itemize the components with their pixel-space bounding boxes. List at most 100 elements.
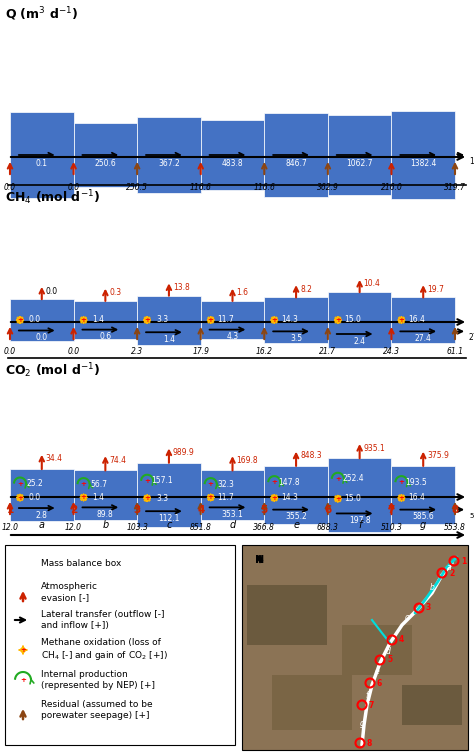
Text: +: + bbox=[335, 317, 341, 323]
Text: 0.0: 0.0 bbox=[67, 347, 80, 356]
Text: a: a bbox=[447, 562, 451, 572]
Text: +: + bbox=[81, 481, 87, 487]
Text: +: + bbox=[81, 495, 87, 501]
Text: +: + bbox=[208, 317, 214, 323]
Text: +: + bbox=[208, 495, 214, 501]
Bar bbox=[392, 465, 455, 524]
Text: 355.2: 355.2 bbox=[285, 512, 307, 521]
Bar bbox=[201, 120, 264, 190]
Text: 0.0: 0.0 bbox=[67, 183, 80, 192]
Text: +: + bbox=[208, 481, 214, 487]
Text: 21.7: 21.7 bbox=[319, 347, 337, 356]
Text: 1: 1 bbox=[6, 505, 14, 515]
Bar bbox=[201, 470, 264, 520]
Text: CH$_4$ (mol d$^{-1}$): CH$_4$ (mol d$^{-1}$) bbox=[5, 188, 100, 207]
Text: 25.2: 25.2 bbox=[27, 479, 44, 488]
Text: 1.4: 1.4 bbox=[92, 316, 105, 325]
Text: 585.6: 585.6 bbox=[469, 513, 474, 519]
Bar bbox=[328, 458, 392, 532]
Text: +: + bbox=[20, 647, 26, 653]
Text: 12.0: 12.0 bbox=[65, 523, 82, 532]
Text: 197.8: 197.8 bbox=[349, 516, 371, 525]
Text: b: b bbox=[429, 584, 435, 593]
Text: 112.1: 112.1 bbox=[158, 514, 180, 523]
Bar bbox=[73, 301, 137, 339]
Text: b: b bbox=[102, 520, 109, 530]
Text: Mass balance box: Mass balance box bbox=[41, 559, 121, 568]
Text: 103.3: 103.3 bbox=[126, 523, 148, 532]
Text: 13.8: 13.8 bbox=[173, 283, 190, 292]
Text: 17.9: 17.9 bbox=[192, 347, 209, 356]
Text: 14.3: 14.3 bbox=[281, 493, 298, 502]
Text: 169.8: 169.8 bbox=[237, 456, 258, 465]
Text: 3.5: 3.5 bbox=[290, 334, 302, 343]
Bar bbox=[10, 299, 73, 341]
Bar bbox=[264, 113, 328, 197]
Text: Lateral transfer (outflow [-]
and inflow [+]): Lateral transfer (outflow [-] and inflow… bbox=[41, 611, 164, 629]
Text: d: d bbox=[385, 647, 391, 656]
Text: +: + bbox=[399, 479, 404, 485]
Text: 1.4: 1.4 bbox=[92, 493, 105, 502]
Bar bbox=[10, 469, 73, 521]
Text: 2.3: 2.3 bbox=[131, 347, 143, 356]
Bar bbox=[73, 470, 137, 520]
Text: 2: 2 bbox=[449, 569, 454, 578]
Text: 846.7: 846.7 bbox=[285, 159, 307, 168]
Bar bbox=[12, 556, 34, 570]
Bar bbox=[73, 123, 137, 186]
Text: 0.6: 0.6 bbox=[99, 332, 111, 341]
Text: 362.9: 362.9 bbox=[317, 183, 339, 192]
Text: 8: 8 bbox=[451, 505, 459, 515]
Text: 157.1: 157.1 bbox=[151, 476, 173, 485]
Text: 5: 5 bbox=[261, 505, 268, 515]
Text: 7: 7 bbox=[369, 701, 374, 709]
Text: 6: 6 bbox=[324, 505, 331, 515]
Text: c: c bbox=[166, 520, 172, 530]
Bar bbox=[247, 585, 327, 645]
Text: 0.0: 0.0 bbox=[4, 347, 16, 356]
Text: 3: 3 bbox=[426, 604, 431, 612]
Text: g: g bbox=[420, 520, 426, 530]
Text: 3.3: 3.3 bbox=[156, 316, 168, 325]
Text: 34.4: 34.4 bbox=[46, 454, 63, 463]
Text: 851.8: 851.8 bbox=[190, 523, 212, 532]
Text: 250.6: 250.6 bbox=[94, 159, 116, 168]
Text: +: + bbox=[81, 317, 87, 323]
Text: 375.9: 375.9 bbox=[427, 451, 449, 460]
Text: N: N bbox=[255, 555, 264, 565]
Text: 0.0: 0.0 bbox=[29, 493, 41, 502]
Text: 1: 1 bbox=[461, 556, 466, 566]
Text: Residual (assumed to be
porewater seepage) [+]: Residual (assumed to be porewater seepag… bbox=[41, 700, 153, 720]
Bar bbox=[392, 297, 455, 343]
Text: 2.4: 2.4 bbox=[354, 336, 365, 345]
Text: 15.0: 15.0 bbox=[345, 494, 361, 503]
Bar bbox=[328, 292, 392, 348]
Text: +: + bbox=[271, 479, 277, 485]
Bar bbox=[137, 296, 201, 344]
Text: 0.0: 0.0 bbox=[46, 287, 58, 296]
Text: 483.8: 483.8 bbox=[222, 159, 243, 168]
Text: 19.7: 19.7 bbox=[427, 285, 444, 294]
Text: 116.6: 116.6 bbox=[190, 183, 212, 192]
Text: +: + bbox=[17, 317, 23, 323]
Text: +: + bbox=[335, 476, 341, 482]
Text: 353.1: 353.1 bbox=[222, 510, 243, 519]
Bar bbox=[5, 545, 235, 745]
Text: +: + bbox=[399, 495, 404, 501]
Bar bbox=[342, 625, 412, 675]
Text: 935.1: 935.1 bbox=[364, 444, 385, 453]
Text: +: + bbox=[271, 495, 277, 501]
Text: 688.3: 688.3 bbox=[317, 523, 339, 532]
Text: 0.3: 0.3 bbox=[109, 288, 121, 297]
Bar bbox=[392, 111, 455, 199]
Text: Atmospheric
evasion [-]: Atmospheric evasion [-] bbox=[41, 582, 98, 602]
Text: 15.0: 15.0 bbox=[345, 316, 361, 325]
Text: 16.4: 16.4 bbox=[408, 316, 425, 325]
Text: 10.4: 10.4 bbox=[364, 280, 381, 289]
Text: +: + bbox=[144, 478, 150, 484]
Text: 11.7: 11.7 bbox=[218, 316, 234, 325]
Text: +: + bbox=[335, 496, 341, 502]
Text: f: f bbox=[365, 690, 368, 699]
Text: +: + bbox=[17, 495, 23, 501]
Text: g: g bbox=[360, 718, 365, 727]
